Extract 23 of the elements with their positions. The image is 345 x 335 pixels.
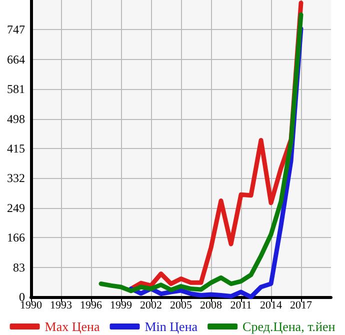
x-tick-label: 1996: [80, 300, 102, 312]
x-tick-label: 1993: [50, 300, 72, 312]
x-tick-label: 2011: [230, 300, 252, 312]
y-tick-label: 83: [13, 260, 25, 274]
x-tick-label: 2008: [200, 300, 222, 312]
x-tick-label: 2017: [290, 300, 312, 312]
x-tick-label: 2014: [260, 300, 282, 312]
legend-label: Сред.Цена, т.йен: [242, 319, 336, 334]
y-tick-label: 332: [7, 171, 25, 186]
x-tick-label: 1999: [110, 300, 132, 312]
y-tick-label: 498: [7, 112, 25, 126]
x-tick-label: 2005: [170, 300, 192, 312]
legend-label: Max Цена: [44, 319, 100, 334]
y-tick-label: 166: [7, 230, 25, 245]
y-tick-label: 664: [7, 52, 25, 66]
legend-label: Min Цена: [144, 319, 198, 334]
y-tick-label: 747: [7, 22, 25, 37]
y-tick-label: 581: [7, 82, 25, 96]
line-series: [98, 12, 304, 294]
y-tick-label: 249: [7, 200, 25, 215]
x-tick-label: 2002: [140, 300, 162, 312]
x-tick-label: 1990: [20, 300, 42, 312]
y-tick-label: 415: [7, 142, 25, 156]
